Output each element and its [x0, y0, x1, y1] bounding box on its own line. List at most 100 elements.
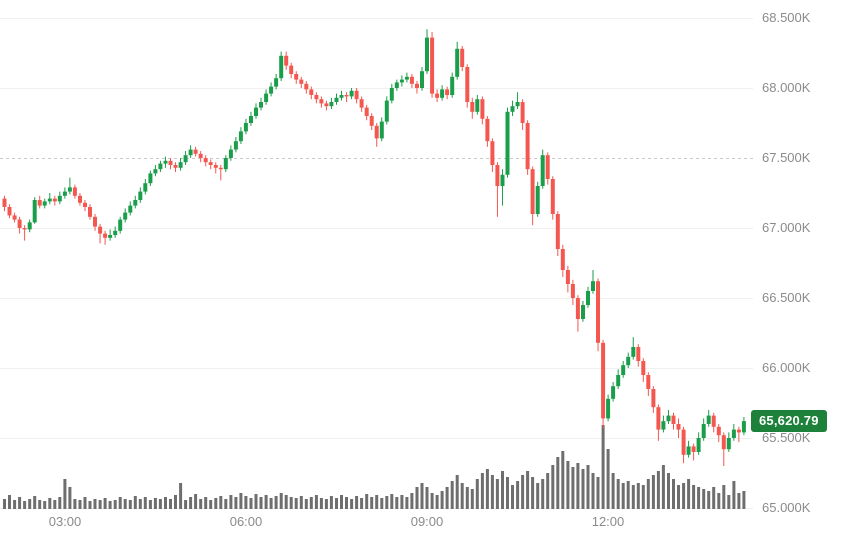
candle[interactable] [500, 174, 505, 186]
volume-bar[interactable] [274, 496, 278, 509]
candle[interactable] [591, 281, 595, 291]
volume-bar[interactable] [83, 497, 87, 509]
volume-bar[interactable] [707, 491, 711, 509]
volume-bar[interactable] [78, 500, 82, 509]
candle[interactable] [118, 219, 123, 231]
volume-bar[interactable] [475, 479, 479, 509]
volume-bar[interactable] [405, 497, 409, 509]
volume-bar[interactable] [596, 477, 600, 509]
candle[interactable] [651, 389, 656, 408]
volume-bar[interactable] [43, 501, 47, 509]
volume-bar[interactable] [304, 499, 308, 509]
volume-bar[interactable] [526, 471, 530, 509]
candle[interactable] [108, 235, 113, 238]
candle[interactable] [586, 291, 590, 305]
volume-bar[interactable] [68, 487, 72, 509]
volume-bar[interactable] [158, 499, 162, 509]
volume-bar[interactable] [415, 487, 419, 509]
volume-bar[interactable] [179, 483, 183, 509]
volume-bar[interactable] [551, 465, 555, 509]
candle[interactable] [138, 191, 143, 200]
volume-bar[interactable] [576, 463, 580, 509]
volume-bar[interactable] [113, 500, 117, 509]
volume-bar[interactable] [455, 475, 459, 509]
volume-bar[interactable] [194, 494, 198, 509]
volume-bar[interactable] [375, 495, 379, 509]
candle[interactable] [681, 429, 686, 455]
volume-bar[interactable] [3, 499, 6, 509]
candle[interactable] [686, 446, 691, 455]
volume-bar[interactable] [420, 483, 424, 509]
volume-bar[interactable] [656, 471, 660, 509]
candle[interactable] [661, 421, 666, 430]
volume-bar[interactable] [636, 483, 640, 509]
candle[interactable] [399, 79, 404, 83]
volume-bar[interactable] [284, 495, 288, 509]
candle[interactable] [218, 167, 223, 170]
volume-bar[interactable] [18, 497, 22, 509]
volume-bar[interactable] [153, 498, 157, 509]
candle[interactable] [12, 215, 17, 220]
volume-bar[interactable] [661, 465, 665, 509]
volume-bar[interactable] [687, 479, 691, 509]
volume-bar[interactable] [28, 499, 32, 509]
volume-bar[interactable] [340, 495, 343, 509]
candle[interactable] [741, 421, 746, 433]
candle[interactable] [103, 233, 108, 238]
volume-bar[interactable] [682, 483, 686, 509]
candle[interactable] [113, 230, 118, 235]
volume-bar[interactable] [63, 479, 67, 509]
candle[interactable] [535, 186, 540, 214]
candle[interactable] [47, 198, 52, 202]
volume-bar[interactable] [546, 473, 550, 509]
candle[interactable] [254, 107, 258, 116]
candle[interactable] [596, 281, 600, 343]
volume-bar[interactable] [586, 465, 590, 509]
volume-bar[interactable] [365, 494, 369, 509]
candle[interactable] [88, 207, 92, 217]
candle[interactable] [636, 347, 641, 361]
candle[interactable] [726, 438, 731, 450]
volume-bar[interactable] [370, 497, 374, 509]
volume-bar[interactable] [425, 487, 429, 509]
candle[interactable] [445, 89, 450, 95]
volume-bar[interactable] [309, 497, 313, 509]
candle[interactable] [480, 99, 485, 119]
volume-bar[interactable] [410, 493, 414, 509]
candle[interactable] [676, 424, 681, 430]
candle[interactable] [626, 356, 631, 366]
volume-bar[interactable] [184, 500, 188, 509]
volume-bar[interactable] [480, 473, 484, 509]
candle[interactable] [57, 195, 62, 202]
candle[interactable] [289, 65, 294, 74]
candle[interactable] [329, 102, 334, 107]
candle[interactable] [163, 160, 168, 164]
volume-bar[interactable] [314, 495, 318, 509]
candle[interactable] [490, 141, 495, 165]
volume-bar[interactable] [651, 475, 655, 509]
candle[interactable] [27, 222, 32, 230]
volume-bar[interactable] [677, 485, 680, 509]
volume-bar[interactable] [440, 491, 444, 509]
volume-bar[interactable] [174, 495, 177, 509]
volume-bar[interactable] [13, 500, 17, 509]
candle[interactable] [611, 386, 616, 399]
candle[interactable] [158, 163, 163, 170]
volume-bar[interactable] [390, 494, 394, 509]
candle[interactable] [349, 90, 354, 97]
volume-bar[interactable] [355, 496, 359, 509]
volume-bar[interactable] [581, 469, 585, 509]
volume-bar[interactable] [722, 485, 726, 509]
candle[interactable] [515, 102, 520, 107]
candle[interactable] [319, 99, 324, 104]
volume-bar[interactable] [506, 477, 509, 509]
volume-bar[interactable] [350, 499, 354, 509]
volume-bar[interactable] [38, 500, 42, 509]
volume-bar[interactable] [450, 481, 454, 509]
candle[interactable] [93, 216, 97, 227]
candle[interactable] [52, 198, 57, 202]
volume-bar[interactable] [143, 497, 147, 509]
volume-bar[interactable] [485, 469, 489, 509]
volume-bar[interactable] [209, 500, 213, 509]
